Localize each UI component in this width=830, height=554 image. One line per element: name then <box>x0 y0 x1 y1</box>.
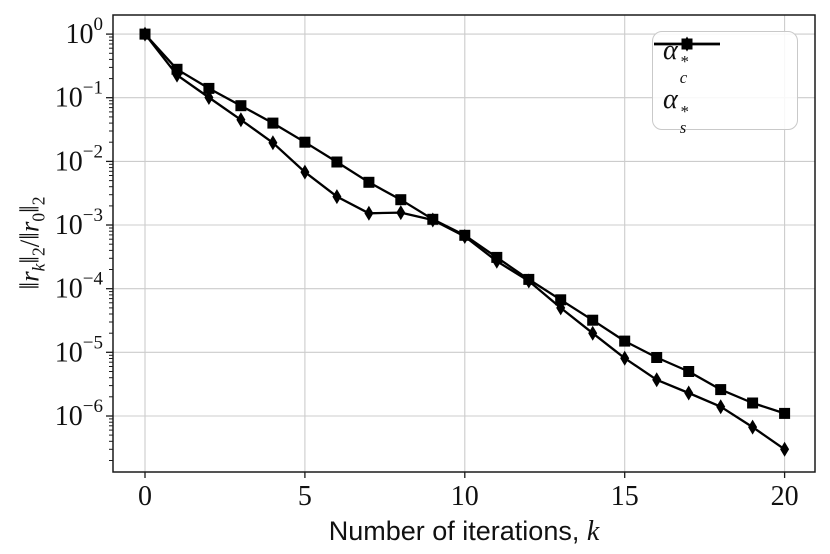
residual-var: r <box>14 271 45 282</box>
marker-diamond <box>748 419 758 435</box>
series-alpha_s_star <box>140 26 790 457</box>
plot-frame <box>112 14 816 473</box>
marker-diamond <box>588 325 598 341</box>
marker-square <box>619 335 631 347</box>
marker-diamond <box>300 164 310 180</box>
subscript-0: 0 <box>28 212 49 222</box>
y-tick-label: 10−5 <box>55 332 103 368</box>
marker-diamond <box>364 205 374 221</box>
marker-diamond <box>684 385 694 401</box>
marker-diamond <box>268 135 278 151</box>
asterisk-sup: * <box>679 52 689 72</box>
y-tick-label: 10−4 <box>55 269 104 305</box>
marker-diamond <box>332 189 342 205</box>
marker-diamond <box>682 36 692 52</box>
marker-diamond <box>428 212 438 228</box>
norm-symbol: ‖ <box>14 256 45 264</box>
marker-square <box>203 82 215 94</box>
y-axis-label: ‖rk‖2/‖r0‖2 <box>14 196 49 290</box>
marker-diamond <box>140 26 150 42</box>
marker-square <box>299 136 311 148</box>
legend-label-alpha-s-star: α * s <box>663 84 689 137</box>
subscript-k: k <box>28 263 49 272</box>
x-axis-label-text: Number of iterations, <box>328 516 587 546</box>
grid-layer <box>113 15 815 472</box>
marker-square <box>395 194 407 206</box>
marker-diamond <box>556 300 566 316</box>
legend-item-alpha-s-star: α * s <box>654 36 787 137</box>
residual-var: r <box>14 221 45 233</box>
marker-square <box>331 156 343 168</box>
marker-diamond <box>172 67 182 83</box>
asterisk-sup: * <box>679 101 689 121</box>
x-tick-label: 15 <box>611 481 639 512</box>
marker-square <box>555 294 567 306</box>
marker-diamond <box>460 229 470 244</box>
x-tick-label: 0 <box>138 481 152 512</box>
marker-square <box>235 100 247 112</box>
y-tick-label: 10−2 <box>55 141 103 177</box>
legend-sample-diamond <box>654 36 720 52</box>
marker-diamond <box>780 441 790 457</box>
marker-square <box>715 384 727 396</box>
norm-symbol: ‖ <box>14 281 45 290</box>
marker-square <box>651 352 663 363</box>
marker-diamond <box>620 350 630 366</box>
marker-diamond <box>396 205 406 221</box>
y-tick-label: 10−1 <box>55 78 103 114</box>
marker-diamond <box>652 372 662 388</box>
marker-diamond <box>524 273 534 289</box>
x-axis-var-k: k <box>586 516 600 547</box>
marker-square <box>267 117 279 129</box>
sub-s: s <box>679 117 687 137</box>
marker-square <box>779 407 791 419</box>
x-tick-label: 20 <box>771 481 799 512</box>
sub-c: c <box>679 68 688 88</box>
x-tick-label: 10 <box>451 481 479 512</box>
y-tick-label: 10−3 <box>55 205 103 241</box>
legend-box: α * c α * s <box>652 31 798 136</box>
marker-square <box>683 366 695 377</box>
subscript-2: 2 <box>28 247 49 257</box>
marker-diamond <box>204 90 214 105</box>
marker-square <box>363 176 375 188</box>
y-tick-label: 100 <box>66 14 104 50</box>
marker-square <box>587 314 599 326</box>
x-tick-label: 5 <box>298 481 312 512</box>
marker-diamond <box>716 399 726 415</box>
slash: / <box>14 239 45 248</box>
norm-symbol: ‖ <box>14 205 45 213</box>
marker-diamond <box>236 112 246 128</box>
x-axis-label: Number of iterations, k <box>329 516 600 548</box>
norm-symbol: ‖ <box>14 232 45 240</box>
y-tick-label: 10−6 <box>55 396 103 432</box>
marker-square <box>747 397 759 409</box>
marker-diamond <box>492 253 502 269</box>
subscript-2: 2 <box>28 196 49 206</box>
